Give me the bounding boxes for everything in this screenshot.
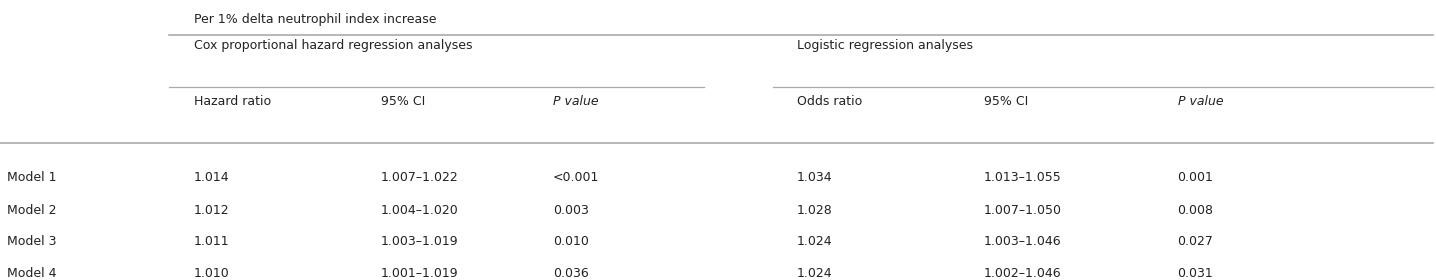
Text: Logistic regression analyses: Logistic regression analyses [797, 39, 974, 52]
Text: 1.003–1.019: 1.003–1.019 [381, 235, 458, 248]
Text: 1.001–1.019: 1.001–1.019 [381, 267, 458, 279]
Text: Per 1% delta neutrophil index increase: Per 1% delta neutrophil index increase [194, 13, 437, 25]
Text: 1.002–1.046: 1.002–1.046 [984, 267, 1061, 279]
Text: Model 4: Model 4 [7, 267, 56, 279]
Text: P value: P value [1178, 95, 1223, 108]
Text: Model 3: Model 3 [7, 235, 56, 248]
Text: 0.001: 0.001 [1178, 171, 1213, 184]
Text: 0.027: 0.027 [1178, 235, 1213, 248]
Text: 1.011: 1.011 [194, 235, 230, 248]
Text: 1.013–1.055: 1.013–1.055 [984, 171, 1061, 184]
Text: 1.014: 1.014 [194, 171, 230, 184]
Text: Cox proportional hazard regression analyses: Cox proportional hazard regression analy… [194, 39, 472, 52]
Text: 1.024: 1.024 [797, 267, 833, 279]
Text: 1.007–1.022: 1.007–1.022 [381, 171, 458, 184]
Text: 0.031: 0.031 [1178, 267, 1213, 279]
Text: 0.003: 0.003 [553, 204, 589, 217]
Text: <0.001: <0.001 [553, 171, 599, 184]
Text: 0.036: 0.036 [553, 267, 589, 279]
Text: Model 2: Model 2 [7, 204, 56, 217]
Text: 1.003–1.046: 1.003–1.046 [984, 235, 1061, 248]
Text: 1.012: 1.012 [194, 204, 230, 217]
Text: 0.008: 0.008 [1178, 204, 1213, 217]
Text: Odds ratio: Odds ratio [797, 95, 862, 108]
Text: Model 1: Model 1 [7, 171, 56, 184]
Text: Hazard ratio: Hazard ratio [194, 95, 271, 108]
Text: 1.004–1.020: 1.004–1.020 [381, 204, 458, 217]
Text: 95% CI: 95% CI [984, 95, 1028, 108]
Text: 1.028: 1.028 [797, 204, 833, 217]
Text: 1.007–1.050: 1.007–1.050 [984, 204, 1061, 217]
Text: 1.024: 1.024 [797, 235, 833, 248]
Text: 95% CI: 95% CI [381, 95, 425, 108]
Text: P value: P value [553, 95, 599, 108]
Text: 1.010: 1.010 [194, 267, 230, 279]
Text: 0.010: 0.010 [553, 235, 589, 248]
Text: 1.034: 1.034 [797, 171, 833, 184]
